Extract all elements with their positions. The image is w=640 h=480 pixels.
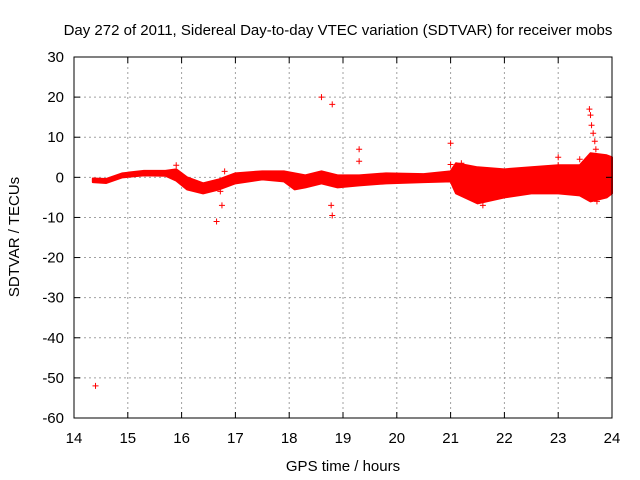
y-tick-label: -10 <box>42 209 64 226</box>
data-point <box>555 162 562 169</box>
y-tick-label: 20 <box>47 89 64 106</box>
data-point <box>221 168 228 175</box>
data-point <box>593 198 600 205</box>
x-tick-label: 18 <box>281 430 298 447</box>
data-band-area <box>91 152 613 205</box>
data-point <box>356 146 363 153</box>
data-point <box>217 188 224 195</box>
x-tick-label: 22 <box>496 430 513 447</box>
x-axis-ticks: 14 15 16 17 18 19 20 21 22 23 24 <box>66 57 621 447</box>
data-point <box>590 130 597 137</box>
data-point <box>576 156 583 163</box>
x-tick-label: 23 <box>550 430 567 447</box>
data-point <box>447 161 454 168</box>
data-points <box>92 94 600 389</box>
grid-lines <box>74 57 612 418</box>
data-point <box>458 160 465 167</box>
data-point <box>555 154 562 161</box>
y-tick-label: 30 <box>47 49 64 66</box>
data-point <box>328 202 335 209</box>
data-point <box>587 112 594 119</box>
x-tick-label: 14 <box>66 430 83 447</box>
y-tick-label: -50 <box>42 370 64 387</box>
data-point <box>356 158 363 165</box>
x-tick-label: 21 <box>442 430 459 447</box>
data-point <box>213 218 220 225</box>
data-point <box>447 140 454 147</box>
data-band <box>91 152 613 205</box>
data-point <box>92 382 99 389</box>
data-point <box>586 106 593 113</box>
x-tick-label: 15 <box>119 430 136 447</box>
y-tick-label: -60 <box>42 410 64 427</box>
x-tick-label: 16 <box>173 430 190 447</box>
y-tick-label: -20 <box>42 250 64 267</box>
x-tick-label: 24 <box>604 430 621 447</box>
y-axis-label: SDTVAR / TECUs <box>6 177 23 297</box>
y-tick-label: 0 <box>56 169 64 186</box>
x-tick-label: 19 <box>335 430 352 447</box>
chart-title: Day 272 of 2011, Sidereal Day-to-day VTE… <box>64 22 613 39</box>
y-tick-label: -30 <box>42 290 64 307</box>
x-tick-label: 20 <box>388 430 405 447</box>
data-point <box>592 146 599 153</box>
data-point <box>318 94 325 101</box>
y-tick-label: -40 <box>42 330 64 347</box>
data-point <box>588 122 595 129</box>
data-point <box>329 101 336 108</box>
data-point <box>479 202 486 209</box>
x-axis-label: GPS time / hours <box>286 458 400 475</box>
y-axis-ticks: -60 -50 -40 -30 -20 -10 0 10 20 30 <box>42 49 612 427</box>
data-point <box>218 202 225 209</box>
data-point <box>329 212 336 219</box>
data-point <box>173 162 180 169</box>
x-tick-label: 17 <box>227 430 244 447</box>
data-point <box>591 138 598 145</box>
y-tick-label: 10 <box>47 129 64 146</box>
